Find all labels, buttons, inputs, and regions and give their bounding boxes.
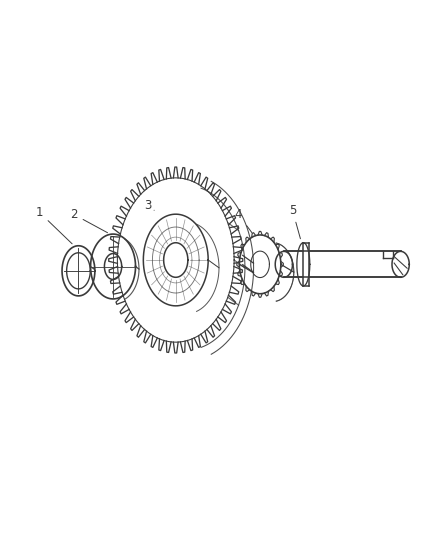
Text: 3: 3 xyxy=(144,199,154,213)
Text: 2: 2 xyxy=(71,208,108,233)
Text: 1: 1 xyxy=(36,206,72,244)
Text: 4: 4 xyxy=(235,208,252,233)
Text: 5: 5 xyxy=(289,204,300,239)
